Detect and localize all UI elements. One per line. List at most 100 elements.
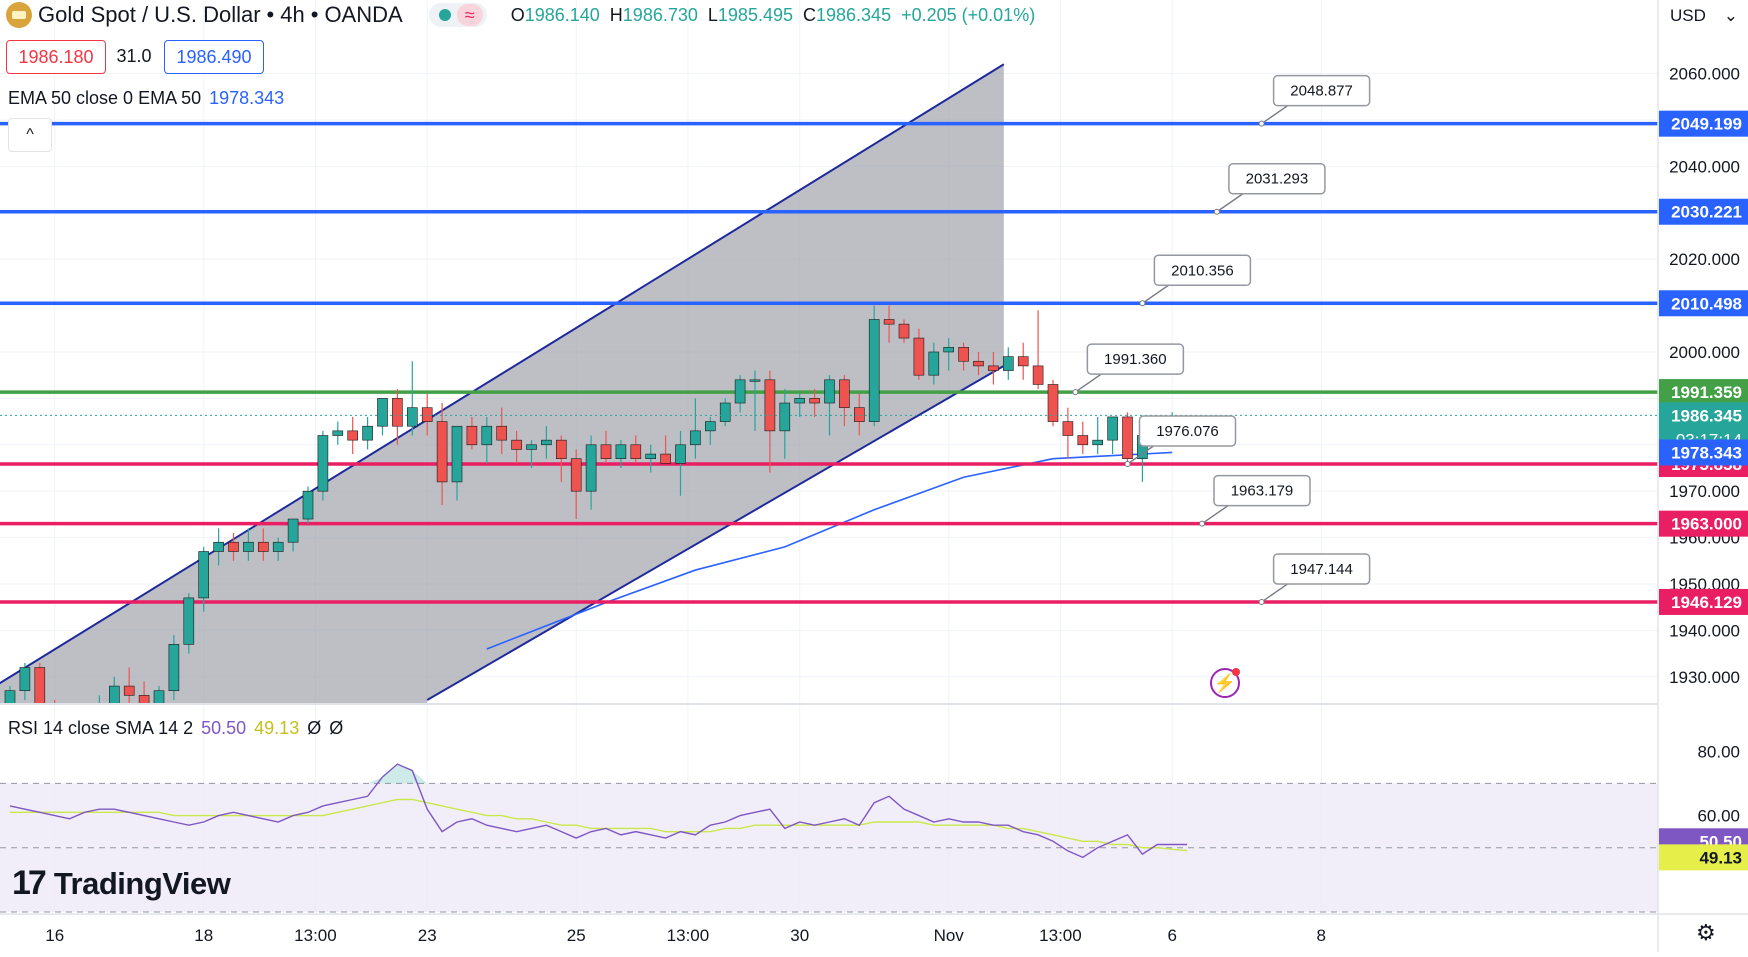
gold-icon: [6, 2, 32, 28]
rsi-sma-tag-bg: [1659, 844, 1748, 871]
candle-body: [109, 685, 120, 703]
candle-body: [228, 541, 239, 552]
candle-body: [34, 667, 46, 703]
candle-body: [883, 319, 895, 325]
callout-box: [1213, 474, 1311, 507]
candle-body: [168, 644, 180, 692]
callout-label: 2048.877: [1290, 83, 1353, 100]
sell-button[interactable]: 1986.180: [6, 40, 106, 74]
channel-lower-line: [426, 365, 1005, 701]
level-tag: 1946.129: [1671, 593, 1742, 612]
market-status-pill[interactable]: ≈: [428, 3, 487, 27]
price-tick-label: 1970.000: [1669, 482, 1740, 501]
callout-label: 1991.360: [1104, 351, 1167, 368]
callout-leader: [1142, 284, 1169, 304]
brand-name: TradingView: [53, 865, 231, 901]
rsi-sma-tag: 49.13: [1699, 848, 1742, 867]
callout-leader: [1216, 193, 1244, 213]
level-tag: 2030.221: [1671, 203, 1742, 222]
candle-body: [555, 439, 567, 460]
candle-body: [362, 425, 373, 441]
candle-body: [272, 541, 284, 552]
candle-body: [675, 444, 686, 464]
ema-line: [486, 451, 1173, 650]
candle-body: [213, 541, 224, 552]
callout-label: 1947.144: [1290, 561, 1353, 578]
candle-body: [809, 398, 820, 404]
callout-box: [1272, 74, 1371, 107]
header-separator: •: [266, 2, 275, 27]
collapse-legend-button[interactable]: ^: [8, 118, 52, 152]
callout-anchor: [1124, 461, 1131, 468]
rsi-legend[interactable]: RSI 14 close SMA 14 2 50.50 49.13 Ø Ø: [8, 718, 343, 739]
market-open-icon: [438, 9, 451, 21]
wave-icon[interactable]: ≈: [456, 4, 483, 26]
candle-body: [138, 695, 150, 703]
price-tick-label: 1930.000: [1669, 668, 1740, 687]
candle-body: [4, 690, 16, 703]
chevron-down-icon: ⌄: [1723, 6, 1738, 25]
ohlc-open: 1986.140: [524, 4, 600, 25]
time-tick-label: 8: [1316, 926, 1325, 945]
candle-body: [94, 705, 104, 714]
ohlc-high: 1986.730: [622, 4, 698, 25]
main-pane: [0, 63, 1658, 714]
settings-gear-icon[interactable]: ⚙: [1696, 920, 1716, 945]
candle-body: [645, 453, 657, 460]
candle-body: [317, 435, 329, 492]
callout-anchor: [1258, 120, 1265, 127]
candle-body: [988, 365, 999, 371]
candle-body: [198, 551, 209, 599]
callout-label: 2031.293: [1246, 171, 1309, 188]
interval[interactable]: 4h: [280, 2, 305, 27]
rsi-extra-1: Ø: [307, 718, 322, 738]
candle-body: [1122, 416, 1133, 460]
ohlc-open-label: O: [510, 4, 525, 25]
ema-legend[interactable]: EMA 50 close 0 EMA 50 1978.343: [8, 88, 284, 109]
symbol-header: Gold Spot / U.S. Dollar • 4h • OANDA ≈ O…: [0, 0, 1035, 30]
ema-price-tag: 1978.343: [1671, 443, 1742, 462]
candle-body: [511, 439, 522, 450]
candle-body: [615, 444, 627, 460]
ohlc-high-label: H: [609, 4, 623, 25]
rsi-extra-2: Ø: [329, 718, 344, 738]
time-tick-label: 18: [194, 926, 213, 945]
callout-leader: [1261, 583, 1288, 603]
level-tag-bg: [1659, 510, 1748, 537]
callout-label: 1963.179: [1231, 483, 1294, 500]
candle-body: [779, 402, 791, 432]
tradingview-logo[interactable]: 17 TradingView: [12, 864, 231, 903]
lightning-icon[interactable]: ⚡: [1210, 668, 1240, 698]
ohlc-low: 1985.495: [717, 4, 793, 25]
candle-body: [719, 402, 731, 422]
spread-value: 31.0: [112, 40, 156, 72]
ema-value: 1978.343: [209, 88, 285, 108]
buy-button[interactable]: 1986.490: [164, 40, 264, 74]
currency-selector[interactable]: USD ⌄: [1664, 0, 1748, 32]
chevron-up-icon: ^: [26, 126, 34, 143]
candle-body: [913, 337, 925, 376]
symbol-name[interactable]: Gold Spot / U.S. Dollar: [38, 2, 261, 27]
callout-box: [1153, 254, 1252, 287]
candle-body: [526, 444, 537, 450]
callout-leader: [1127, 445, 1154, 465]
ema-label: EMA 50 close 0 EMA 50: [8, 88, 202, 108]
level-tag: 2049.199: [1671, 115, 1742, 134]
callout-box: [1138, 415, 1237, 447]
candle-body: [466, 425, 478, 446]
channel-fill: [0, 64, 1004, 703]
level-tag-bg: [1659, 110, 1748, 137]
candle-body: [585, 444, 597, 492]
candle-body: [868, 319, 880, 422]
callout-leader: [1074, 373, 1102, 393]
callout-box: [1086, 343, 1185, 375]
candle-body: [377, 398, 388, 427]
candle-body: [600, 444, 612, 460]
candle-body: [153, 690, 165, 703]
candle-body: [898, 323, 910, 339]
candle-body: [734, 379, 746, 404]
ohlc-close: 1986.345: [816, 4, 892, 25]
candle-body: [436, 421, 448, 483]
